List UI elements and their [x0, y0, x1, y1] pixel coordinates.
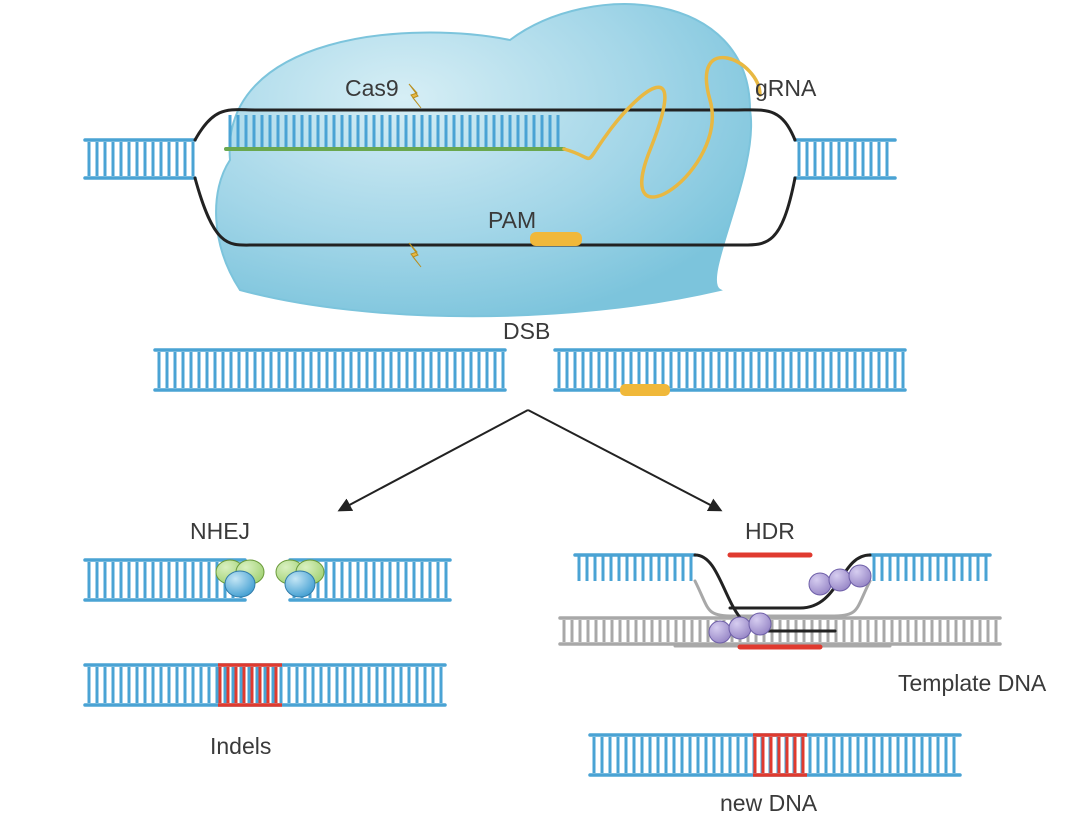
dna-segment — [555, 350, 905, 390]
dna-segment — [85, 665, 445, 705]
nhej-label: NHEJ — [190, 518, 250, 545]
grna-label: gRNA — [755, 75, 816, 102]
indels-label: Indels — [210, 733, 271, 760]
hdr-protein-icon — [749, 613, 771, 635]
dna-segment — [155, 350, 505, 390]
hdr-protein-icon — [729, 617, 751, 639]
pam-label: PAM — [488, 207, 536, 234]
cas9-complex — [85, 4, 895, 316]
dna-segment — [85, 140, 195, 178]
cas9-label: Cas9 — [345, 75, 399, 102]
dna-segment — [590, 735, 960, 775]
dna-segment — [795, 140, 895, 178]
newdna-label: new DNA — [720, 790, 817, 817]
hdr-protein-icon — [849, 565, 871, 587]
hdr-label: HDR — [745, 518, 795, 545]
hdr-protein-icon — [809, 573, 831, 595]
nhej-protein-icon — [225, 571, 255, 597]
arrow-to-nhej — [340, 410, 528, 510]
hdr-protein-icon — [709, 621, 731, 643]
template-label: Template DNA — [898, 670, 1046, 697]
cas9-protein — [216, 4, 751, 316]
arrow-to-hdr — [528, 410, 720, 510]
pam-marker — [530, 232, 582, 246]
dsb-label: DSB — [503, 318, 550, 345]
nhej-protein-icon — [285, 571, 315, 597]
hdr-protein-icon — [829, 569, 851, 591]
pam-marker-dsb — [620, 384, 670, 396]
nhej-panel — [85, 560, 450, 705]
hdr-panel — [560, 555, 1000, 775]
